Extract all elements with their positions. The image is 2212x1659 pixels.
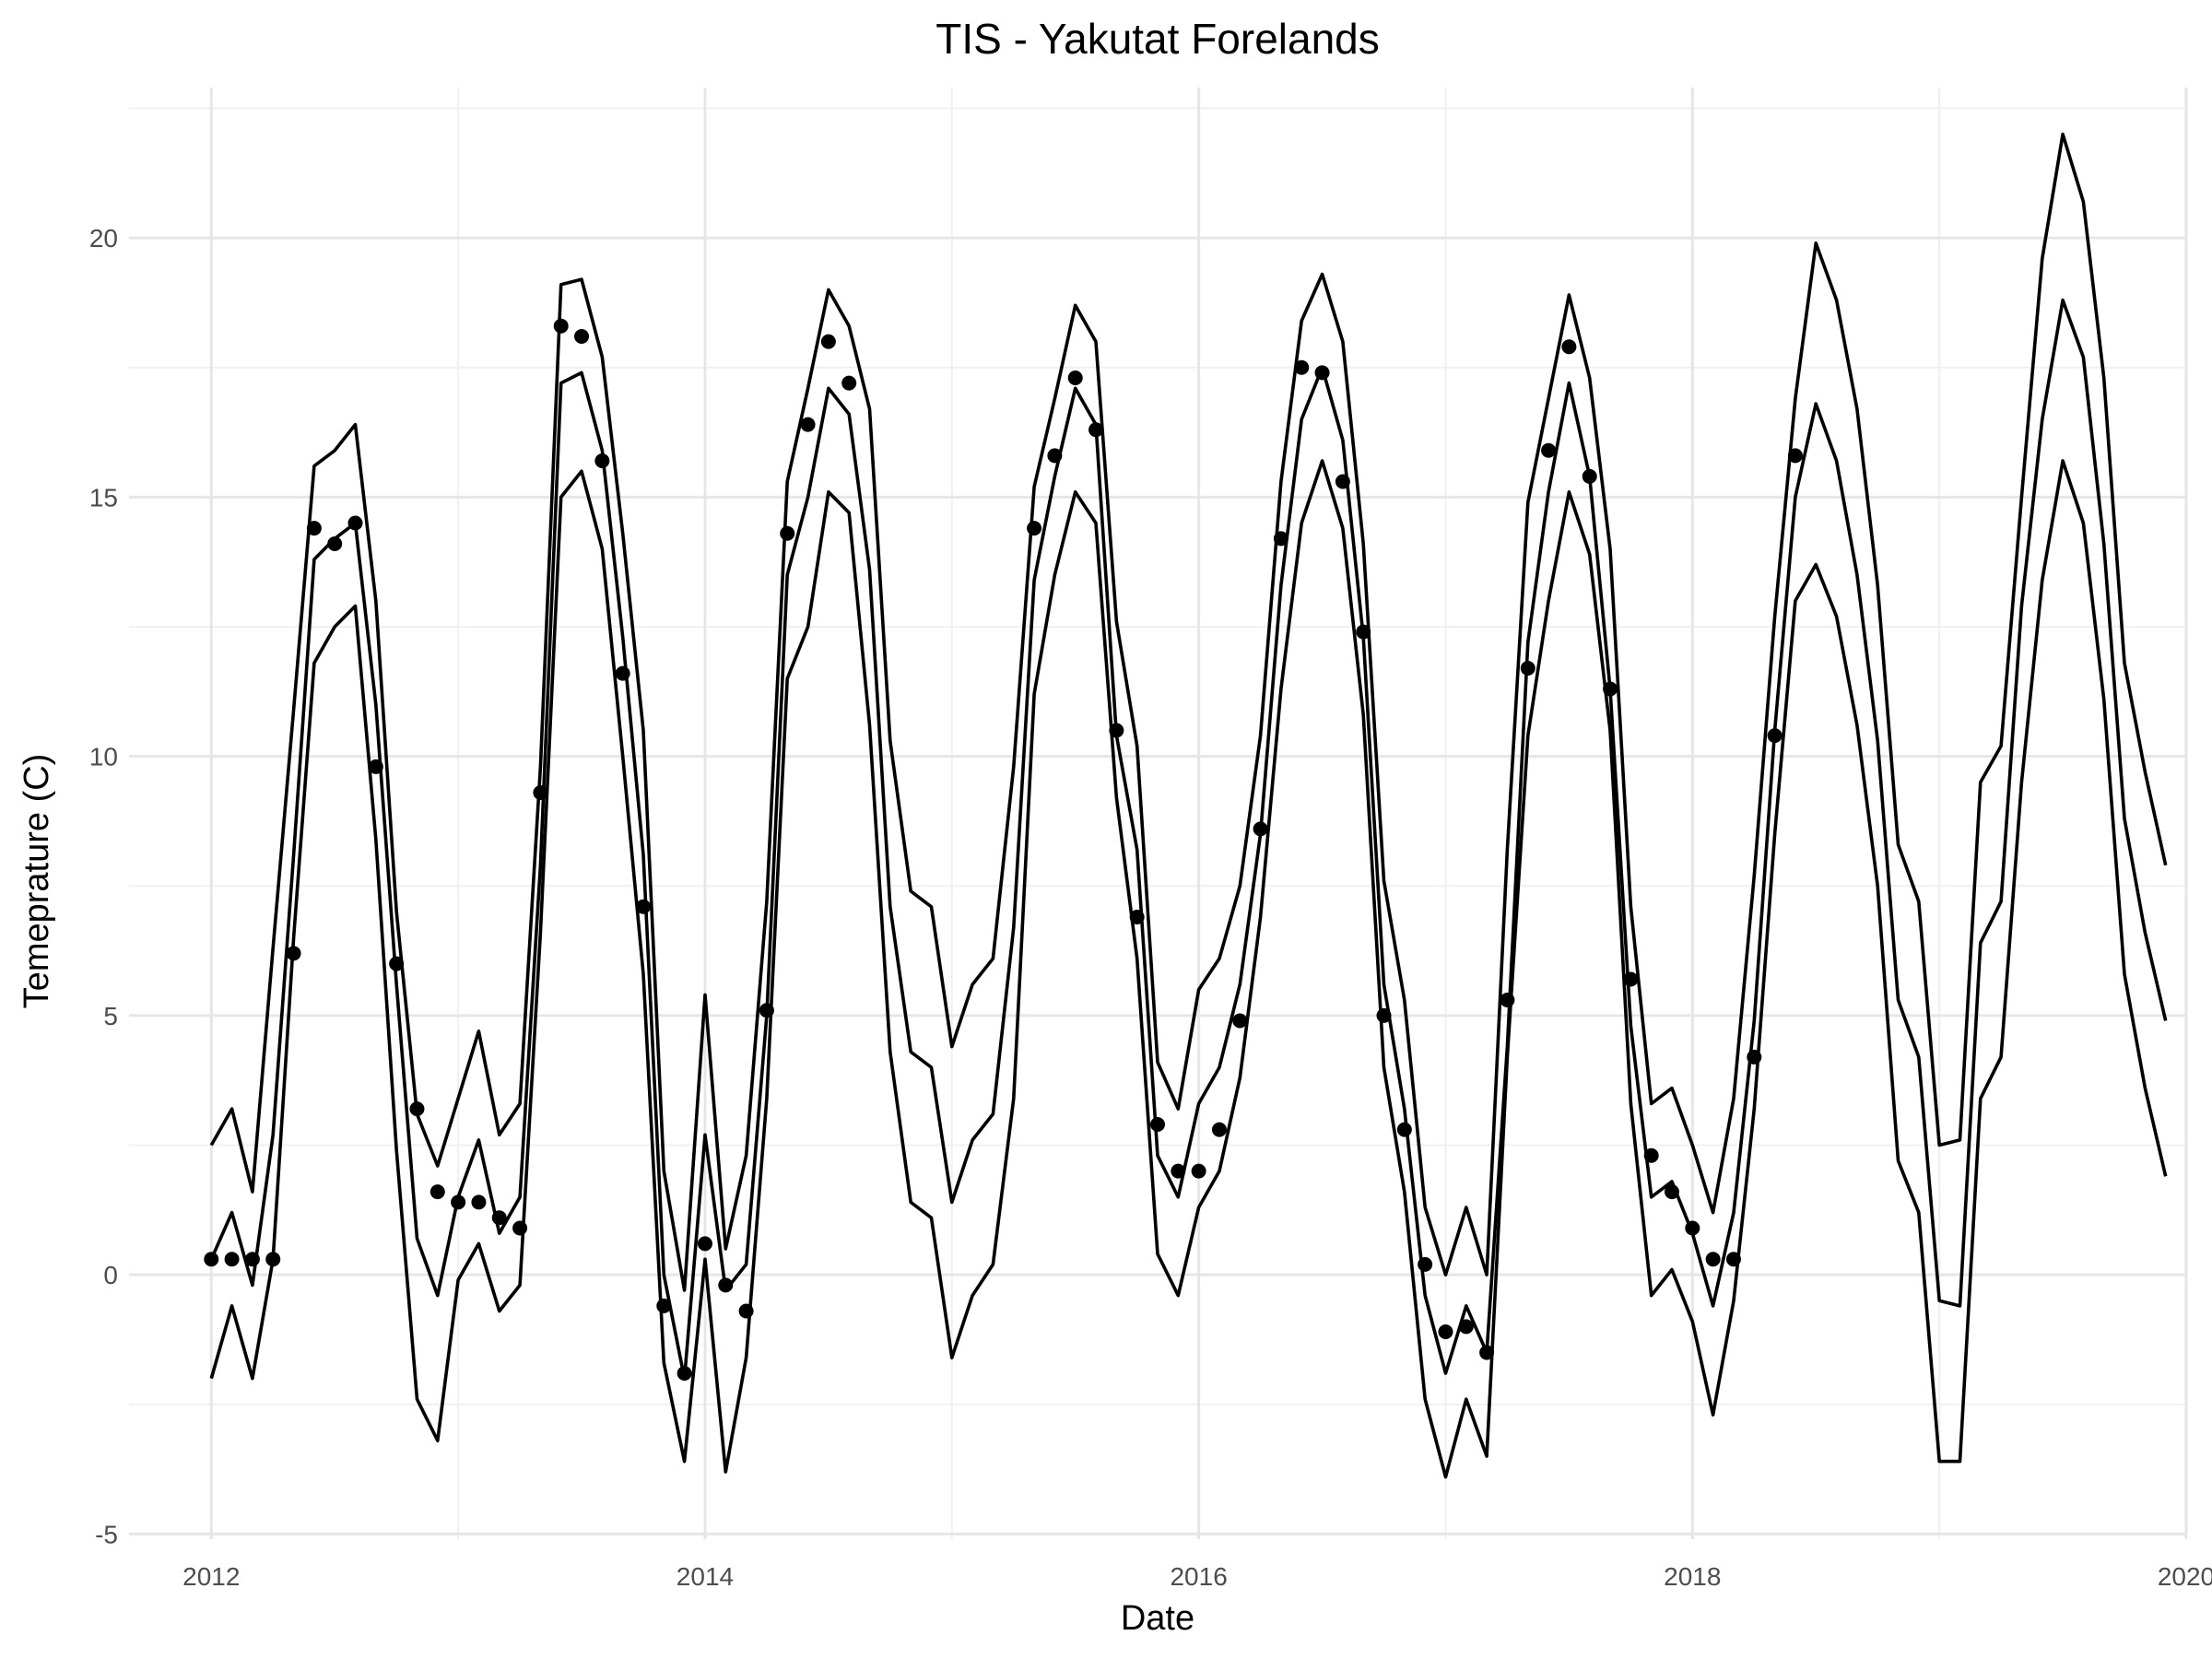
- observed-point: [615, 665, 630, 681]
- observed-point: [656, 1298, 672, 1313]
- observed-point: [224, 1252, 240, 1267]
- observed-point: [1376, 1007, 1392, 1023]
- observed-point: [1027, 521, 1042, 536]
- observed-point: [1643, 1147, 1659, 1163]
- observed-point: [409, 1101, 425, 1117]
- observed-point: [306, 521, 322, 536]
- y-tick-label: -5: [95, 1520, 118, 1548]
- observed-point: [265, 1252, 281, 1267]
- observed-point: [1623, 971, 1639, 987]
- x-tick-labels: 2012 2014 2016 2018 2020: [182, 1562, 2212, 1591]
- observed-point: [1356, 624, 1371, 640]
- observed-point: [1500, 993, 1515, 1007]
- observed-point: [1314, 365, 1330, 381]
- observed-point: [1273, 531, 1288, 547]
- series-line-2: [209, 298, 2168, 1381]
- observed-point: [1294, 359, 1310, 375]
- observed-point: [1685, 1220, 1700, 1236]
- observed-point: [368, 759, 383, 774]
- observed-point: [244, 1252, 260, 1267]
- observed-point: [636, 899, 651, 914]
- observed-point: [1541, 442, 1557, 458]
- observed-point: [1582, 468, 1597, 484]
- gridlines: [129, 88, 2188, 1539]
- observed-point: [1171, 1163, 1186, 1179]
- series-line-1: [209, 132, 2168, 1292]
- observed-point: [451, 1194, 466, 1210]
- observed-point: [1767, 728, 1783, 744]
- x-tick-label: 2016: [1170, 1562, 1227, 1591]
- observed-point: [1705, 1252, 1721, 1267]
- series-line-3: [209, 459, 2168, 1479]
- observed-point: [1458, 1319, 1474, 1335]
- y-axis-title: Temeprature (C): [18, 754, 56, 1009]
- observed-point: [347, 515, 363, 531]
- observed-points: [204, 318, 1803, 1381]
- observed-point: [841, 375, 857, 391]
- observed-point: [389, 956, 405, 971]
- observed-point: [1129, 910, 1145, 924]
- observed-point: [1253, 821, 1268, 837]
- observed-point: [677, 1366, 692, 1381]
- y-tick-label: 20: [89, 224, 118, 253]
- series-lines: [209, 132, 2168, 1479]
- y-tick-label: 10: [89, 743, 118, 771]
- observed-point: [1747, 1049, 1762, 1065]
- y-tick-label: 5: [103, 1002, 118, 1030]
- observed-point: [780, 525, 795, 541]
- observed-point: [471, 1194, 487, 1210]
- x-tick-label: 2020: [2158, 1562, 2212, 1591]
- observed-point: [1520, 661, 1535, 676]
- observed-point: [1725, 1252, 1741, 1267]
- observed-point: [594, 453, 610, 468]
- observed-point: [533, 785, 548, 800]
- observed-point: [429, 1184, 445, 1200]
- observed-point: [1088, 422, 1104, 438]
- observed-point: [1603, 681, 1618, 697]
- observed-point: [204, 1252, 219, 1267]
- observed-point: [1335, 474, 1350, 489]
- observed-point: [1150, 1117, 1165, 1132]
- observed-point: [574, 329, 590, 344]
- observed-point: [327, 536, 343, 551]
- observed-point: [1787, 448, 1803, 464]
- observed-point: [1191, 1163, 1206, 1179]
- x-tick-label: 2018: [1664, 1562, 1721, 1591]
- y-tick-labels: -5 0 5 10 15 20: [89, 224, 118, 1548]
- observed-point: [1211, 1122, 1227, 1137]
- observed-point: [1067, 371, 1083, 385]
- observed-point: [1665, 1184, 1679, 1200]
- observed-point: [697, 1236, 712, 1252]
- observed-point: [553, 318, 569, 334]
- observed-point: [738, 1303, 754, 1319]
- observed-point: [491, 1210, 507, 1226]
- observed-point: [512, 1220, 528, 1236]
- observed-point: [1047, 448, 1063, 464]
- observed-point: [1479, 1345, 1495, 1360]
- y-tick-label: 0: [103, 1261, 118, 1289]
- observed-point: [820, 334, 836, 349]
- observed-point: [1232, 1013, 1248, 1029]
- chart-title: TIS - Yakutat Forelands: [935, 15, 1380, 63]
- observed-point: [1396, 1122, 1412, 1137]
- observed-point: [718, 1277, 734, 1293]
- observed-point: [759, 1003, 774, 1018]
- observed-point: [1438, 1324, 1453, 1339]
- x-tick-label: 2014: [677, 1562, 734, 1591]
- observed-point: [1418, 1256, 1433, 1272]
- x-axis-title: Date: [1121, 1599, 1194, 1638]
- observed-point: [286, 946, 301, 961]
- observed-point: [800, 417, 816, 432]
- x-tick-label: 2012: [182, 1562, 240, 1591]
- observed-point: [1561, 339, 1577, 355]
- y-tick-label: 15: [89, 483, 118, 512]
- observed-point: [1109, 723, 1124, 738]
